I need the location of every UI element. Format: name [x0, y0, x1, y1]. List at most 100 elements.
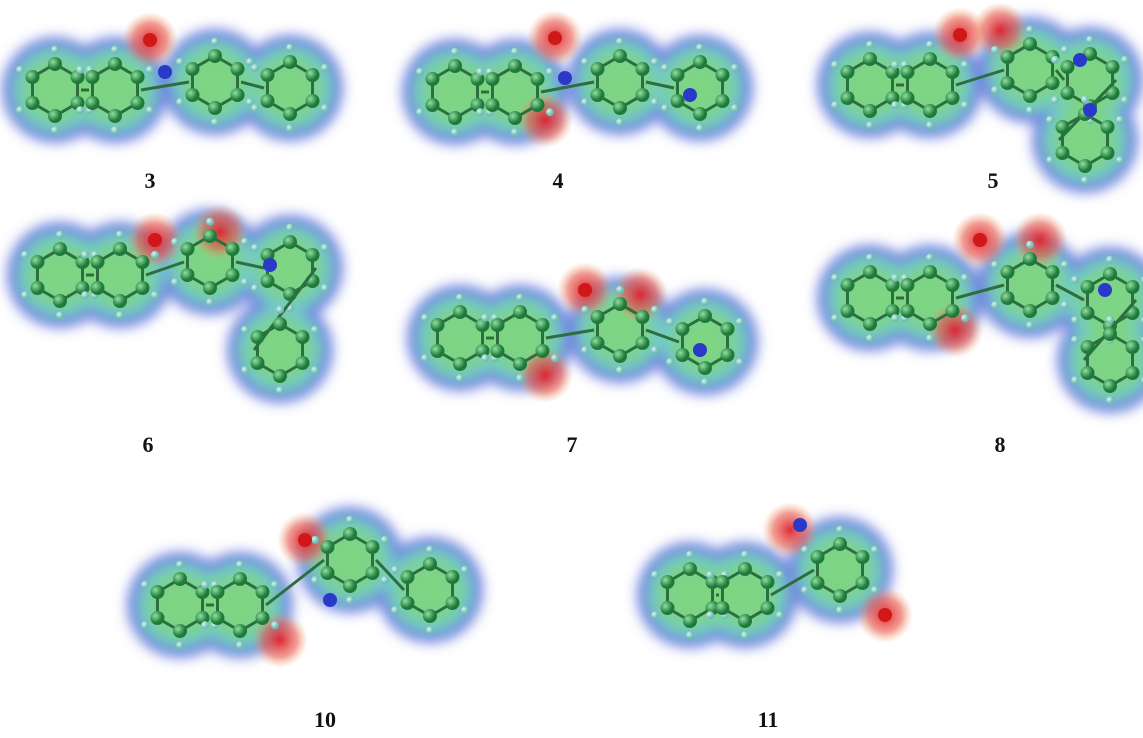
carbon-atom [1046, 76, 1060, 90]
hydrogen-atom [831, 274, 839, 282]
hydrogen-atom [321, 104, 329, 112]
carbon-atom [208, 101, 222, 115]
carbon-atom [1101, 146, 1115, 160]
carbon-atom [1106, 60, 1120, 74]
carbon-atom [840, 304, 854, 318]
hydrogen-atom [211, 118, 219, 126]
hydrogen-atom [516, 294, 524, 302]
negative-region [762, 502, 818, 558]
compound-label: 6 [143, 432, 154, 457]
hydrogen-atom [176, 561, 184, 569]
hydrogen-atom [866, 334, 874, 342]
hydrogen-atom [251, 64, 259, 72]
hydrogen-atom [481, 354, 489, 362]
carbon-atom [536, 318, 550, 332]
carbon-atom [366, 540, 380, 554]
hydrogen-atom [651, 611, 659, 619]
hydrogen-atom [701, 378, 709, 386]
nitrogen-atom [263, 258, 277, 272]
hydrogen-atom [241, 326, 249, 334]
nitrogen-atom [683, 88, 697, 102]
hydrogen-atom [741, 631, 749, 639]
carbon-atom [150, 585, 164, 599]
carbon-atom [1000, 76, 1014, 90]
carbon-atom [231, 88, 245, 102]
carbon-atom [716, 94, 730, 108]
carbon-atom [423, 609, 437, 623]
hydrogen-atom [21, 291, 29, 299]
carbon-atom [1023, 304, 1037, 318]
hydrogen-atom [776, 611, 784, 619]
hydrogen-atom [311, 536, 319, 544]
carbon-atom [490, 344, 504, 358]
carbon-atom [660, 601, 674, 615]
carbon-atom [400, 596, 414, 610]
hydrogen-atom [416, 108, 424, 116]
carbon-atom [1078, 159, 1092, 173]
hydrogen-atom [991, 261, 999, 269]
carbon-atom [1000, 291, 1014, 305]
carbon-atom [366, 566, 380, 580]
hydrogen-atom [961, 314, 969, 322]
carbon-atom [1080, 306, 1094, 320]
carbon-atom [208, 49, 222, 63]
carbon-atom [320, 540, 334, 554]
hydrogen-atom [511, 128, 519, 136]
carbon-atom [636, 336, 650, 350]
hydrogen-atom [926, 121, 934, 129]
hydrogen-atom [201, 581, 209, 589]
carbon-atom [590, 310, 604, 324]
hydrogen-atom [461, 606, 469, 614]
carbon-atom [1060, 86, 1074, 100]
hydrogen-atom [1026, 106, 1034, 114]
carbon-atom [108, 109, 122, 123]
carbon-atom [863, 265, 877, 279]
hydrogen-atom [81, 251, 89, 259]
carbon-atom [425, 72, 439, 86]
molecule-map [3, 12, 342, 142]
carbon-atom [833, 589, 847, 603]
hydrogen-atom [651, 98, 659, 106]
page: 3456781011 (() => { const data = JSON.pa… [0, 0, 1143, 738]
carbon-atom [721, 322, 735, 336]
compound-label: 5 [988, 168, 999, 193]
nitrogen-atom [558, 71, 572, 85]
carbon-atom [256, 611, 270, 625]
oxygen-atom [973, 233, 987, 247]
nitrogen-atom [1073, 53, 1087, 67]
carbon-atom [136, 255, 150, 269]
hydrogen-atom [961, 274, 969, 282]
hydrogen-atom [476, 108, 484, 116]
hydrogen-atom [236, 561, 244, 569]
carbon-atom [946, 278, 960, 292]
hydrogen-atom [666, 318, 674, 326]
hydrogen-atom [321, 284, 329, 292]
hydrogen-atom [926, 254, 934, 262]
carbon-atom [531, 72, 545, 86]
carbon-atom [1080, 340, 1094, 354]
carbon-atom [108, 57, 122, 71]
carbon-atom [536, 344, 550, 358]
hydrogen-atom [311, 366, 319, 374]
carbon-atom [226, 242, 240, 256]
nitrogen-atom [793, 518, 807, 532]
hydrogen-atom [1106, 396, 1114, 404]
molecule-map [408, 262, 757, 403]
hydrogen-atom [616, 366, 624, 374]
nitrogen-atom [1098, 283, 1112, 297]
molecule-map [818, 212, 1143, 412]
carbon-atom [946, 304, 960, 318]
hydrogen-atom [581, 58, 589, 66]
hydrogen-atom [1026, 321, 1034, 329]
hydrogen-atom [321, 244, 329, 252]
molecule-map [403, 10, 752, 148]
carbon-atom [448, 111, 462, 125]
hydrogen-atom [731, 104, 739, 112]
hydrogen-atom [1026, 241, 1034, 249]
hydrogen-atom [311, 576, 319, 584]
hydrogen-atom [891, 274, 899, 282]
hydrogen-atom [76, 106, 84, 114]
carbon-atom [1055, 120, 1069, 134]
carbon-atom [30, 281, 44, 295]
carbon-atom [1103, 379, 1117, 393]
